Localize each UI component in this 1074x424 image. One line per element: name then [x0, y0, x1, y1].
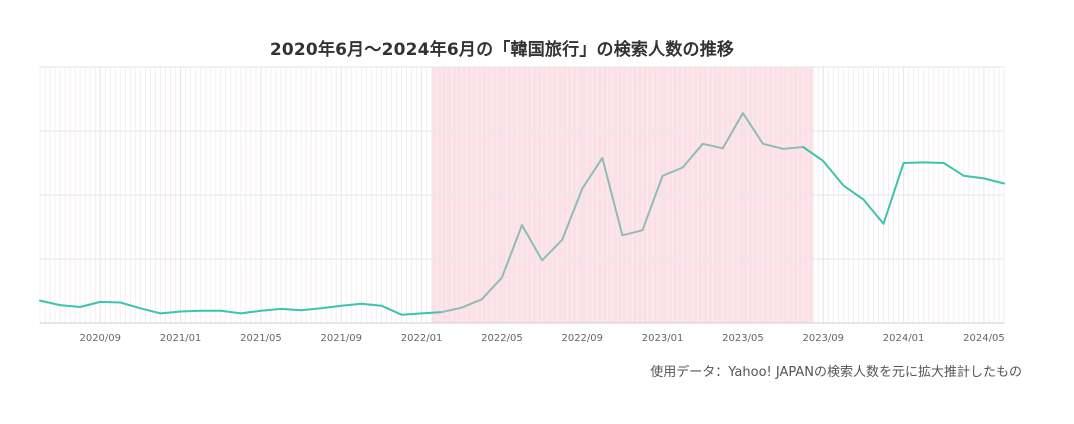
chart-title: 2020年6月～2024年6月の「韓国旅行」の検索人数の推移 [269, 40, 735, 60]
x-tick-label: 2022/05 [481, 333, 523, 344]
x-tick-label: 2021/05 [240, 333, 282, 344]
x-tick-label: 2023/05 [722, 333, 764, 344]
series-line-before [39, 299, 443, 316]
x-tick-label: 2022/09 [561, 333, 603, 344]
x-tick-label: 2024/01 [883, 333, 925, 344]
series-line-layer [39, 112, 1005, 316]
grid-layer [39, 66, 1005, 324]
x-tick-label: 2021/01 [160, 333, 202, 344]
x-tick-label: 2023/09 [802, 333, 844, 344]
x-tick-label: 2022/01 [401, 333, 443, 344]
x-tick-label: 2024/05 [963, 333, 1005, 344]
x-tick-label: 2023/01 [642, 333, 684, 344]
source-note: 使用データ：Yahoo! JAPANの検索人数を元に拡大推計したもの [650, 365, 1022, 380]
x-tick-label: 2021/09 [320, 333, 362, 344]
series-line-after [802, 146, 1005, 225]
x-tick-label: 2020/09 [79, 333, 121, 344]
x-tick-label-layer: 2020/09 2021/01 2021/05 2021/09 2022/01 2022/… [79, 333, 1004, 344]
series-line-highlighted [440, 112, 805, 314]
